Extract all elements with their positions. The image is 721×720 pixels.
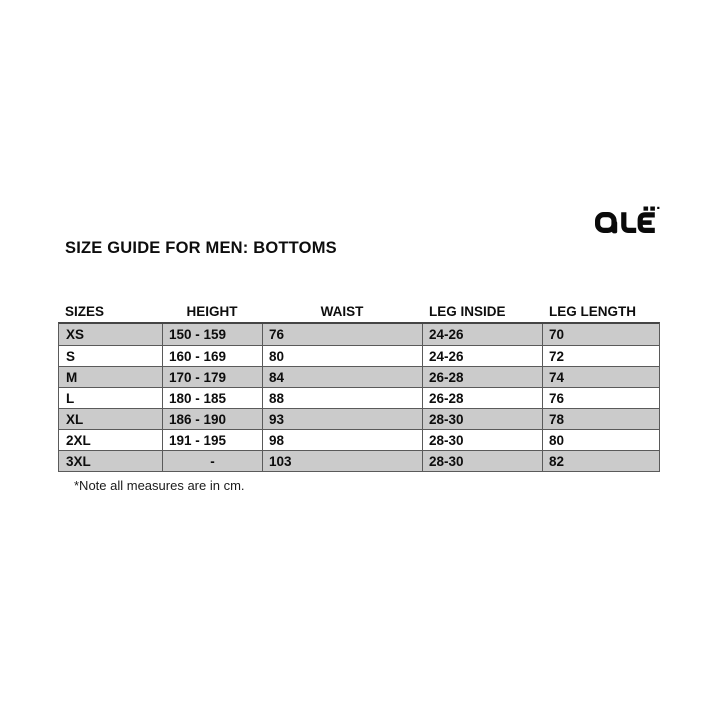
cell-height: 160 - 169 [163,346,263,366]
cell-leg-length: 74 [549,369,565,385]
cell-leg-length: 78 [549,411,565,427]
cell-leg-inside: 28-30 [423,409,543,429]
cell-leg-inside: 26-28 [423,367,543,387]
footnote: *Note all measures are in cm. [74,478,245,493]
cell-waist: 76 [263,324,423,345]
cell-waist: 88 [263,388,423,408]
cell-waist: 84 [263,367,423,387]
page-title: SIZE GUIDE FOR MEN: BOTTOMS [65,239,337,257]
cell-leg-length: 76 [549,390,565,406]
cell-leg-inside: 28-30 [423,430,543,450]
column-header-waist: WAIST [320,303,364,319]
cell-size: S [59,346,163,366]
table-row-2xl: 2XL 191 - 195 98 28-30 80 [59,429,659,450]
cell-waist: 80 [263,346,423,366]
table-row-xs: XS 150 - 159 76 24-26 70 [59,324,659,345]
size-guide-table: SIZES HEIGHT WAIST LEG INSIDE LEG LENGTH… [58,300,660,472]
cell-height: - [163,451,263,471]
cell-leg-length: 70 [549,327,565,342]
cell-size: 2XL [59,430,163,450]
column-header-sizes: SIZES [65,303,105,319]
cell-size: L [59,388,163,408]
cell-leg-length: 72 [549,348,565,364]
column-header-leg-inside: LEG INSIDE [429,303,506,319]
cell-leg-length: 80 [549,432,565,448]
ale-logo: ALÉ [594,206,660,236]
cell-waist: 98 [263,430,423,450]
table-row-m: M 170 - 179 84 26-28 74 [59,366,659,387]
cell-waist: 93 [263,409,423,429]
cell-height: 180 - 185 [163,388,263,408]
ale-logo-graphic [594,206,660,234]
table-row-xl: XL 186 - 190 93 28-30 78 [59,408,659,429]
cell-waist: 103 [263,451,423,471]
table-row-l: L 180 - 185 88 26-28 76 [59,387,659,408]
table-row-s: S 160 - 169 80 24-26 72 [59,345,659,366]
cell-leg-inside: 24-26 [423,346,543,366]
column-header-leg-length: LEG LENGTH [549,303,636,319]
cell-height: 191 - 195 [163,430,263,450]
table-row-3xl: 3XL - 103 28-30 82 [59,450,659,471]
cell-height: 150 - 159 [163,324,263,345]
cell-size: XL [59,409,163,429]
cell-size: M [59,367,163,387]
cell-height: 186 - 190 [163,409,263,429]
cell-height: 170 - 179 [163,367,263,387]
cell-size: XS [59,324,163,345]
cell-leg-inside: 24-26 [423,324,543,345]
cell-leg-inside: 28-30 [423,451,543,471]
cell-leg-length: 82 [549,453,565,469]
cell-size: 3XL [59,451,163,471]
cell-leg-inside: 26-28 [423,388,543,408]
table-header-row: SIZES HEIGHT WAIST LEG INSIDE LEG LENGTH [58,300,660,322]
column-header-height: HEIGHT [186,303,238,319]
table-body: XS 150 - 159 76 24-26 70 S 160 - 169 80 … [58,322,660,472]
